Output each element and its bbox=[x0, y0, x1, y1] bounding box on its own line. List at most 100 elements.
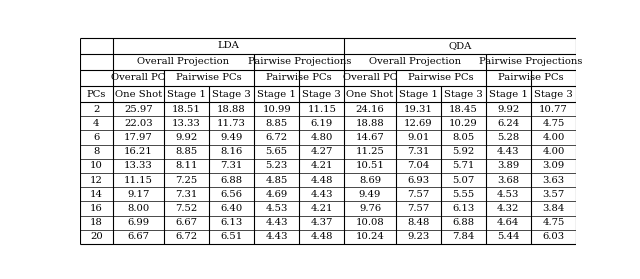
Text: 4.75: 4.75 bbox=[542, 119, 564, 128]
Text: 4.43: 4.43 bbox=[266, 232, 288, 241]
Text: 3.57: 3.57 bbox=[542, 190, 564, 199]
Text: 7.31: 7.31 bbox=[220, 162, 243, 170]
Text: 8.05: 8.05 bbox=[452, 133, 474, 142]
Text: 4.21: 4.21 bbox=[310, 162, 333, 170]
Text: 7.31: 7.31 bbox=[175, 190, 198, 199]
Text: 5.65: 5.65 bbox=[266, 147, 288, 156]
Text: 6.67: 6.67 bbox=[127, 232, 149, 241]
Text: 4.48: 4.48 bbox=[310, 232, 333, 241]
Text: 9.17: 9.17 bbox=[127, 190, 149, 199]
Text: 2: 2 bbox=[93, 105, 99, 114]
Text: Stage 3: Stage 3 bbox=[212, 90, 251, 98]
Text: 6.24: 6.24 bbox=[497, 119, 520, 128]
Text: One Shot: One Shot bbox=[115, 90, 162, 98]
Text: 6.88: 6.88 bbox=[221, 176, 243, 185]
Text: 5.07: 5.07 bbox=[452, 176, 474, 185]
Text: 5.23: 5.23 bbox=[266, 162, 288, 170]
Text: 8.48: 8.48 bbox=[407, 218, 429, 227]
Text: 11.25: 11.25 bbox=[356, 147, 385, 156]
Text: 22.03: 22.03 bbox=[124, 119, 152, 128]
Text: Stage 1: Stage 1 bbox=[167, 90, 206, 98]
Text: 6.72: 6.72 bbox=[175, 232, 198, 241]
Text: 6.19: 6.19 bbox=[310, 119, 333, 128]
Text: 5.28: 5.28 bbox=[497, 133, 520, 142]
Text: 6.13: 6.13 bbox=[220, 218, 243, 227]
Text: 10.29: 10.29 bbox=[449, 119, 477, 128]
Text: 6.67: 6.67 bbox=[175, 218, 198, 227]
Text: 3.84: 3.84 bbox=[542, 204, 564, 213]
Text: 3.68: 3.68 bbox=[497, 176, 520, 185]
Text: 8.85: 8.85 bbox=[175, 147, 198, 156]
Text: 6.93: 6.93 bbox=[407, 176, 429, 185]
Text: 10.24: 10.24 bbox=[356, 232, 385, 241]
Text: 4.85: 4.85 bbox=[266, 176, 288, 185]
Text: 9.23: 9.23 bbox=[407, 232, 429, 241]
Text: 14.67: 14.67 bbox=[356, 133, 385, 142]
Text: 12.69: 12.69 bbox=[404, 119, 433, 128]
Text: 6.99: 6.99 bbox=[127, 218, 149, 227]
Text: 11.15: 11.15 bbox=[307, 105, 336, 114]
Text: 6.88: 6.88 bbox=[452, 218, 474, 227]
Text: 5.55: 5.55 bbox=[452, 190, 474, 199]
Text: 4.53: 4.53 bbox=[497, 190, 520, 199]
Text: 6.40: 6.40 bbox=[220, 204, 243, 213]
Text: Stage 1: Stage 1 bbox=[489, 90, 528, 98]
Text: 6.03: 6.03 bbox=[542, 232, 564, 241]
Text: 10.08: 10.08 bbox=[356, 218, 385, 227]
Text: 4.00: 4.00 bbox=[542, 147, 564, 156]
Text: Pairwise PCs: Pairwise PCs bbox=[498, 73, 564, 83]
Text: 7.31: 7.31 bbox=[407, 147, 429, 156]
Text: 12: 12 bbox=[90, 176, 103, 185]
Text: 4.00: 4.00 bbox=[542, 133, 564, 142]
Text: 6.51: 6.51 bbox=[220, 232, 243, 241]
Text: 8.11: 8.11 bbox=[175, 162, 198, 170]
Text: 5.92: 5.92 bbox=[452, 147, 474, 156]
Text: 9.01: 9.01 bbox=[407, 133, 429, 142]
Text: 7.57: 7.57 bbox=[407, 190, 429, 199]
Text: 11.15: 11.15 bbox=[124, 176, 153, 185]
Text: 8: 8 bbox=[93, 147, 99, 156]
Text: 4.53: 4.53 bbox=[266, 204, 288, 213]
Text: 4.69: 4.69 bbox=[266, 190, 288, 199]
Text: 7.52: 7.52 bbox=[175, 204, 198, 213]
Text: 8.69: 8.69 bbox=[359, 176, 381, 185]
Text: 9.92: 9.92 bbox=[497, 105, 520, 114]
Text: 18.88: 18.88 bbox=[217, 105, 246, 114]
Text: 7.57: 7.57 bbox=[407, 204, 429, 213]
Text: 17.97: 17.97 bbox=[124, 133, 152, 142]
Text: 13.33: 13.33 bbox=[124, 162, 152, 170]
Text: Stage 1: Stage 1 bbox=[257, 90, 296, 98]
Text: 6.72: 6.72 bbox=[266, 133, 288, 142]
Text: 18.45: 18.45 bbox=[449, 105, 477, 114]
Text: 4.64: 4.64 bbox=[497, 218, 520, 227]
Text: 4.43: 4.43 bbox=[310, 190, 333, 199]
Text: Overall PC: Overall PC bbox=[111, 73, 165, 83]
Text: 4.80: 4.80 bbox=[310, 133, 333, 142]
Text: 10.99: 10.99 bbox=[262, 105, 291, 114]
Text: 8.85: 8.85 bbox=[266, 119, 288, 128]
Text: 20: 20 bbox=[90, 232, 102, 241]
Text: Pairwise Projections: Pairwise Projections bbox=[248, 57, 351, 66]
Text: 6.13: 6.13 bbox=[452, 204, 474, 213]
Text: 3.89: 3.89 bbox=[497, 162, 520, 170]
Text: 10: 10 bbox=[90, 162, 103, 170]
Text: 16.21: 16.21 bbox=[124, 147, 152, 156]
Text: 9.49: 9.49 bbox=[220, 133, 243, 142]
Text: 4.21: 4.21 bbox=[310, 204, 333, 213]
Text: 19.31: 19.31 bbox=[404, 105, 433, 114]
Text: Overall PC: Overall PC bbox=[343, 73, 397, 83]
Text: 9.76: 9.76 bbox=[359, 204, 381, 213]
Text: 14: 14 bbox=[90, 190, 103, 199]
Text: 8.00: 8.00 bbox=[127, 204, 149, 213]
Text: QDA: QDA bbox=[449, 41, 472, 50]
Text: 7.84: 7.84 bbox=[452, 232, 474, 241]
Text: Pairwise PCs: Pairwise PCs bbox=[266, 73, 332, 83]
Text: 25.97: 25.97 bbox=[124, 105, 152, 114]
Text: 18: 18 bbox=[90, 218, 103, 227]
Text: 3.63: 3.63 bbox=[542, 176, 564, 185]
Text: 10.77: 10.77 bbox=[539, 105, 568, 114]
Text: 7.04: 7.04 bbox=[407, 162, 429, 170]
Text: 9.92: 9.92 bbox=[175, 133, 198, 142]
Text: Pairwise PCs: Pairwise PCs bbox=[176, 73, 242, 83]
Text: 6.56: 6.56 bbox=[221, 190, 243, 199]
